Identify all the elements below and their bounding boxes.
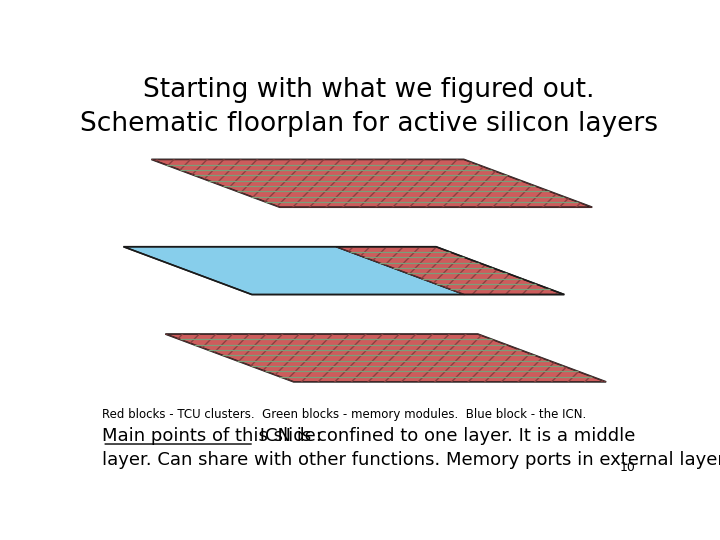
Text: 10: 10 (620, 461, 636, 474)
Polygon shape (151, 159, 593, 207)
Text: Main points of this slide:: Main points of this slide: (102, 427, 322, 444)
Polygon shape (124, 247, 464, 294)
Text: layer. Can share with other functions. Memory ports in external layer.: layer. Can share with other functions. M… (102, 451, 720, 469)
Text: Schematic floorplan for active silicon layers: Schematic floorplan for active silicon l… (80, 111, 658, 137)
Polygon shape (166, 334, 606, 382)
Text: Red blocks - TCU clusters.  Green blocks - memory modules.  Blue block - the ICN: Red blocks - TCU clusters. Green blocks … (102, 408, 587, 421)
Text: Starting with what we figured out.: Starting with what we figured out. (143, 77, 595, 103)
Text: ICN is confined to one layer. It is a middle: ICN is confined to one layer. It is a mi… (254, 427, 636, 444)
Polygon shape (336, 247, 564, 294)
